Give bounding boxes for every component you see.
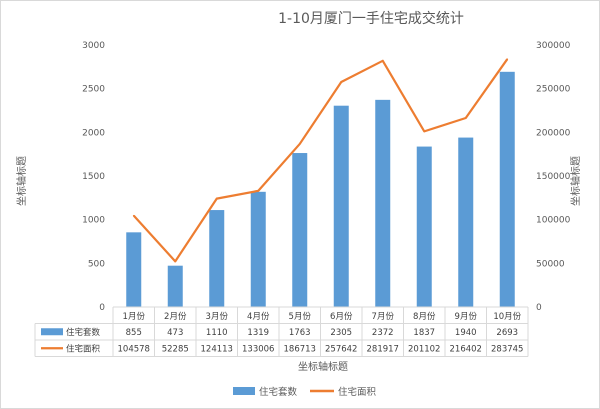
bar (126, 232, 142, 307)
line-point (132, 214, 135, 217)
y-left-tick-label: 1500 (82, 172, 105, 182)
y-right-tick-label: 200000 (536, 128, 571, 138)
data-label: 2372 (372, 328, 394, 338)
y-left-tick-label: 1000 (82, 216, 105, 226)
x-tick-label: 1月份 (123, 311, 146, 322)
data-label: 1319 (247, 328, 269, 338)
data-label: 855 (126, 328, 142, 338)
line-point (298, 143, 301, 145)
bar (416, 146, 432, 307)
data-label: 216402 (450, 344, 482, 354)
y-left-tick-label: 0 (99, 303, 105, 313)
data-label: 52285 (162, 344, 189, 354)
bar (333, 105, 349, 308)
legend-label: 住宅面积 (338, 386, 377, 398)
data-label: 2693 (496, 328, 518, 338)
y-left-tick-label: 2500 (82, 85, 105, 95)
y-left-tick-label: 500 (88, 259, 105, 269)
data-label: 1940 (455, 328, 477, 338)
line-path (132, 58, 509, 263)
y-left-axis-title: 坐标轴标题 (15, 156, 28, 206)
x-tick-label: 10月份 (493, 311, 521, 322)
data-label: 257642 (325, 344, 357, 354)
y-left-ticks: 0 500 1000 1500 2000 2500 3000 (82, 41, 105, 313)
chart-title: 1-10月厦门一手住宅成交统计 (278, 10, 464, 27)
line-point (423, 130, 426, 133)
bar (499, 71, 515, 307)
legend-label: 住宅套数 (259, 386, 298, 398)
x-axis-title: 坐标轴标题 (298, 360, 348, 373)
line-point (215, 197, 218, 200)
data-label: 2305 (330, 328, 352, 338)
x-tick-label: 7月份 (372, 311, 395, 322)
y-left-tick-label: 2000 (82, 128, 105, 138)
y-right-axis-title: 坐标轴标题 (569, 156, 582, 206)
bar (458, 137, 474, 307)
x-tick-label: 5月份 (289, 311, 312, 322)
table-legend-key (41, 328, 63, 336)
line-series (132, 58, 509, 263)
data-label: 133006 (242, 344, 274, 354)
table-series-label: 住宅面积 (66, 343, 101, 354)
x-tick-label: 8月份 (413, 311, 436, 322)
bar (209, 210, 225, 307)
x-tick-label: 3月份 (206, 311, 229, 322)
data-label: 281917 (367, 344, 399, 354)
y-left-tick-label: 3000 (82, 41, 105, 51)
x-tick-label: 6月份 (330, 311, 353, 322)
line-point (506, 58, 509, 60)
data-label: 1763 (289, 328, 311, 338)
x-tick-label: 2月份 (164, 311, 187, 322)
legend-key (233, 387, 255, 395)
table-series-label: 住宅套数 (66, 327, 101, 338)
x-tick-label: 9月份 (455, 311, 478, 322)
data-label: 124113 (201, 344, 233, 354)
data-label: 283745 (491, 344, 523, 354)
bar (250, 191, 266, 307)
bar (375, 99, 391, 307)
data-label: 473 (167, 328, 183, 338)
y-right-tick-label: 50000 (536, 259, 565, 269)
legend: 住宅套数 住宅面积 (233, 386, 377, 398)
y-right-tick-label: 150000 (536, 172, 571, 182)
y-right-tick-label: 100000 (536, 216, 571, 226)
data-label: 1837 (413, 328, 435, 338)
y-right-tick-label: 250000 (536, 85, 571, 95)
line-point (464, 117, 467, 119)
line-point (174, 260, 177, 263)
line-point (381, 59, 384, 62)
x-tick-label: 4月份 (247, 311, 270, 322)
bar (167, 265, 183, 307)
data-label: 104578 (118, 344, 150, 354)
data-label: 1110 (206, 328, 228, 338)
data-label: 201102 (408, 344, 440, 354)
y-right-ticks: 0 50000 100000 150000 200000 250000 300000 (536, 41, 571, 313)
data-label: 186713 (284, 344, 316, 354)
line-point (340, 81, 343, 83)
y-right-tick-label: 0 (536, 303, 542, 313)
line-point (257, 190, 260, 192)
y-right-tick-label: 300000 (536, 41, 571, 51)
bar (292, 153, 308, 307)
bar-series (126, 71, 515, 308)
